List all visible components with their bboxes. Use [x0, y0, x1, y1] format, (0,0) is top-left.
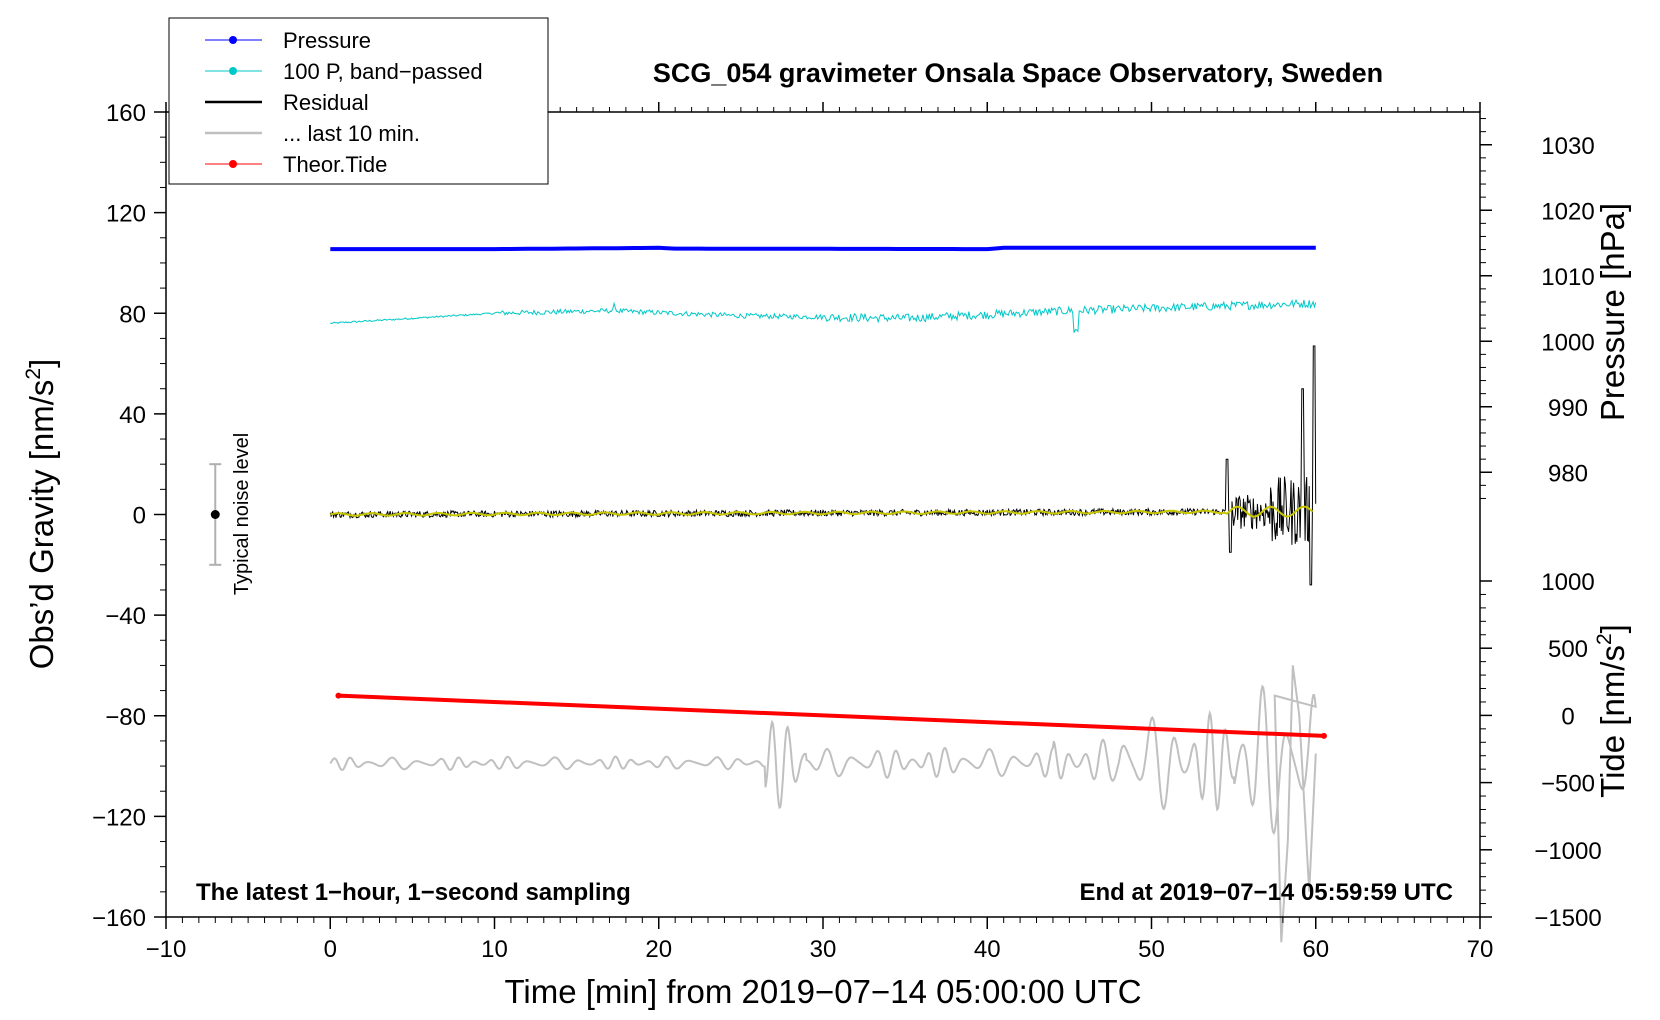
legend-label: Residual: [283, 90, 369, 115]
y-left-tick-label: −40: [105, 603, 146, 630]
y-axis-left-label-sup: 2: [22, 368, 45, 380]
legend-label: Theor.Tide: [283, 152, 387, 177]
legend-marker: [229, 67, 237, 75]
x-tick-label: −10: [146, 936, 187, 963]
y-axis-left-label-close: ]: [23, 359, 60, 368]
x-tick-label: 30: [810, 936, 837, 963]
y-left-tick-label: 80: [119, 301, 146, 328]
tide-tick-label: 1000: [1541, 569, 1594, 596]
tide-tick-label: 0: [1561, 703, 1574, 730]
pressure-tick-label: 1030: [1541, 133, 1594, 160]
y-left-tick-label: −120: [92, 804, 146, 831]
noise-level-label: Typical noise level: [231, 433, 253, 595]
x-tick-label: 20: [645, 936, 672, 963]
series-layer: [329, 245, 1327, 943]
y-left-tick-label: −160: [92, 905, 146, 932]
x-tick-label: 50: [1138, 936, 1165, 963]
pressure-line: [330, 245, 1316, 252]
pressure-tick-label: 980: [1548, 460, 1588, 487]
residual-line: [329, 345, 1317, 586]
y-left-tick-label: 120: [106, 201, 146, 228]
legend-label: Pressure: [283, 28, 371, 53]
noise-level-indicator: Typical noise level: [209, 433, 253, 595]
y-left-tick-label: 160: [106, 100, 146, 127]
x-tick-label: 60: [1302, 936, 1329, 963]
pressure-tick-label: 990: [1548, 395, 1588, 422]
last-10-min-line: [329, 665, 1317, 943]
legend-marker: [229, 160, 237, 168]
band-passed-pressure-line: [330, 298, 1317, 333]
tide-axis-label: Tide [nm/s2]: [1593, 624, 1631, 798]
legend-label: 100 P, band−passed: [283, 59, 483, 84]
x-tick-label: 40: [974, 936, 1001, 963]
tide-end-point: [1320, 732, 1327, 739]
chart-title: SCG_054 gravimeter Onsala Space Observat…: [653, 58, 1383, 88]
tide-tick-label: 500: [1548, 636, 1588, 663]
axes-layer: −10 0 10 20 30 40 50 60 70−160−120−80−4004080120…: [92, 100, 1602, 963]
y-axis-left-label: Obs’d Gravity [nm/s2]: [22, 359, 60, 670]
legend-label: ... last 10 min.: [283, 121, 420, 146]
residual-smoothed-line: [330, 505, 1314, 518]
x-tick-label: 0: [324, 936, 337, 963]
pressure-tick-label: 1000: [1541, 329, 1594, 356]
sampling-note: The latest 1−hour, 1−second sampling: [196, 879, 631, 906]
tide-axis-label-sup: 2: [1593, 633, 1616, 645]
tide-axis-label-text: Tide [nm/s: [1594, 645, 1631, 798]
pressure-tick-label: 1010: [1541, 264, 1594, 291]
pressure-tick-label: 1020: [1541, 198, 1594, 225]
theoretical-tide-line: [338, 693, 1325, 738]
tide-tick-label: −1000: [1534, 838, 1601, 865]
legend: Pressure 100 P, band−passed Residual ... la…: [168, 17, 549, 185]
y-left-tick-label: 0: [133, 503, 146, 530]
tide-start-point: [335, 692, 342, 699]
y-left-tick-label: −80: [105, 704, 146, 731]
noise-center-point: [210, 510, 220, 519]
x-axis-label: Time [min] from 2019−07−14 05:00:00 UTC: [504, 973, 1141, 1010]
tide-tick-label: −1500: [1534, 905, 1601, 932]
y-axis-left-label-text: Obs’d Gravity [nm/s: [23, 380, 60, 670]
pressure-axis-label: Pressure [hPa]: [1594, 203, 1631, 421]
y-left-tick-label: 40: [119, 402, 146, 429]
tide-tick-label: −500: [1541, 771, 1595, 798]
legend-marker: [229, 36, 237, 44]
x-tick-label: 70: [1467, 936, 1494, 963]
end-time-note: End at 2019−07−14 05:59:59 UTC: [1079, 879, 1453, 906]
tide-axis-label-close: ]: [1594, 624, 1631, 633]
x-tick-label: 10: [481, 936, 508, 963]
